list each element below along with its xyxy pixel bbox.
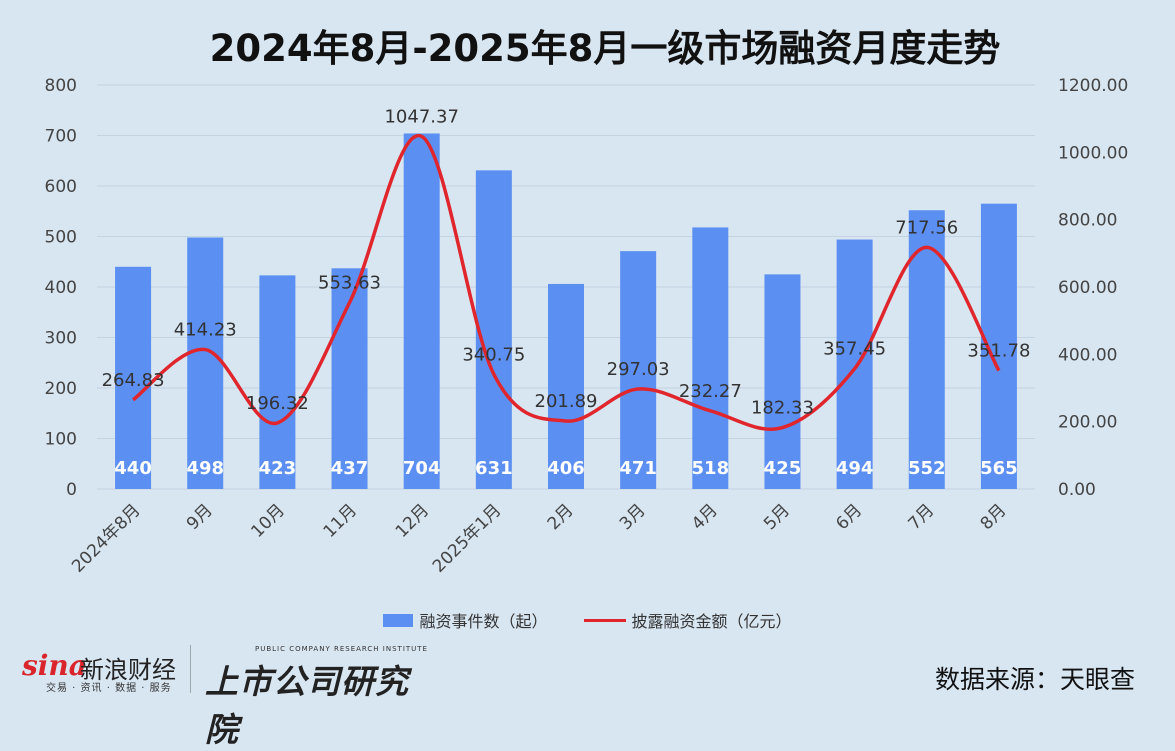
bar-value-label: 494: [836, 458, 874, 479]
x-tick-label: 3月: [616, 500, 650, 534]
sina-logo-tagline: 交易 · 资讯 · 数据 · 服务: [46, 683, 172, 694]
sina-logo-name: 新浪财经: [80, 656, 176, 684]
x-tick-label: 10月: [247, 500, 288, 541]
bar-value-label: 440: [114, 458, 152, 479]
y-right-tick-label: 0.00: [1058, 480, 1096, 500]
x-tick-label: 11月: [320, 500, 361, 541]
y-left-tick-label: 500: [45, 228, 77, 248]
series-line: [131, 134, 1001, 431]
bar-value-label: 471: [619, 458, 657, 479]
line-value-label: 201.89: [535, 391, 598, 412]
bar-value-label: 565: [980, 458, 1018, 479]
x-tick-label: 2月: [544, 500, 578, 534]
y-left-tick-label: 700: [45, 127, 77, 147]
bar-value-label: 423: [259, 458, 297, 479]
x-tick-label: 12月: [392, 500, 433, 541]
x-tick-label: 2024年8月: [68, 500, 144, 576]
line-value-label: 357.45: [823, 339, 886, 360]
y-right-tick-label: 800.00: [1058, 211, 1117, 231]
x-tick-label: 6月: [832, 500, 866, 534]
legend-line-label: 披露融资金额（亿元）: [631, 612, 792, 631]
data-source-note: 数据来源：天眼查: [934, 665, 1135, 694]
legend-line-swatch: [583, 618, 626, 622]
research-logo-name: 上市公司研究院: [205, 662, 409, 749]
line-value-label: 196.32: [246, 393, 309, 414]
x-tick-label: 5月: [760, 500, 794, 534]
bar: [620, 251, 657, 489]
chart-title: 2024年8月-2025年8月一级市场融资月度走势: [209, 27, 1001, 70]
bar: [115, 266, 152, 489]
bar: [259, 275, 296, 489]
x-tick-label: 4月: [688, 500, 722, 534]
line-value-label: 414.23: [174, 320, 237, 341]
bar-value-label: 425: [764, 458, 802, 479]
line-value-label: 553.63: [318, 273, 381, 294]
footer-divider: [190, 645, 191, 693]
y-right-tick-label: 1200.00: [1058, 76, 1128, 96]
bar-value-label: 437: [331, 458, 369, 479]
sina-finance-logo: sina 新浪财经 交易 · 资讯 · 数据 · 服务: [22, 645, 187, 695]
line-value-label: 297.03: [607, 359, 670, 380]
y-left-tick-label: 0: [66, 480, 77, 500]
y-right-tick-label: 200.00: [1058, 413, 1117, 433]
bar: [548, 283, 584, 489]
y-right-tick-label: 400.00: [1058, 345, 1117, 365]
legend-bar-swatch: [383, 613, 414, 627]
research-institute-logo: PUBLIC COMPANY RESEARCH INSTITUTE 上市公司研究…: [205, 645, 435, 749]
y-right-tick-label: 600.00: [1058, 278, 1117, 298]
x-tick-label: 2025年1月: [429, 500, 505, 576]
y-left-tick-label: 200: [45, 379, 77, 399]
line-value-label: 232.27: [679, 381, 742, 402]
y-left-tick-label: 800: [45, 76, 77, 96]
bar: [403, 133, 440, 490]
line-value-label: 182.33: [751, 398, 814, 419]
x-tick-label: 8月: [977, 500, 1011, 534]
x-tick-label: 9月: [183, 500, 217, 534]
line-value-label: 351.78: [967, 341, 1030, 362]
bar-value-label: 518: [692, 458, 730, 479]
bar: [836, 239, 873, 489]
research-logo-subtitle: PUBLIC COMPANY RESEARCH INSTITUTE: [255, 645, 428, 653]
bar-value-label: 498: [186, 458, 224, 479]
x-tick-label: 7月: [904, 500, 938, 534]
y-left-tick-label: 600: [45, 177, 77, 197]
legend-item-line: 披露融资金额（亿元）: [583, 608, 792, 632]
bar: [908, 210, 945, 490]
legend-item-bar: 融资事件数（起）: [383, 608, 548, 632]
line-value-label: 264.83: [102, 370, 165, 391]
bar: [764, 274, 801, 489]
y-right-tick-label: 1000.00: [1058, 143, 1128, 163]
legend-bar-label: 融资事件数（起）: [419, 612, 548, 631]
chart-legend: 融资事件数（起） 披露融资金额（亿元）: [0, 608, 1175, 632]
y-left-tick-label: 400: [45, 278, 77, 298]
line-value-label: 1047.37: [384, 106, 458, 127]
y-left-tick-label: 300: [45, 329, 77, 349]
chart-canvas: 0 100 200 300 400 500 600 700 800 0.00 200.00 400.0…: [45, 76, 1129, 577]
bar-value-label: 704: [403, 458, 441, 479]
bar-value-label: 406: [547, 458, 585, 479]
sina-logo-mark: sina: [22, 649, 87, 682]
bar: [187, 237, 224, 489]
y-left-tick-label: 100: [45, 430, 77, 450]
bar-value-label: 631: [475, 458, 513, 479]
line-value-label: 717.56: [895, 217, 958, 238]
bar-value-label: 552: [908, 458, 946, 479]
bar: [692, 227, 729, 489]
bar: [475, 170, 512, 489]
line-value-label: 340.75: [462, 344, 525, 365]
